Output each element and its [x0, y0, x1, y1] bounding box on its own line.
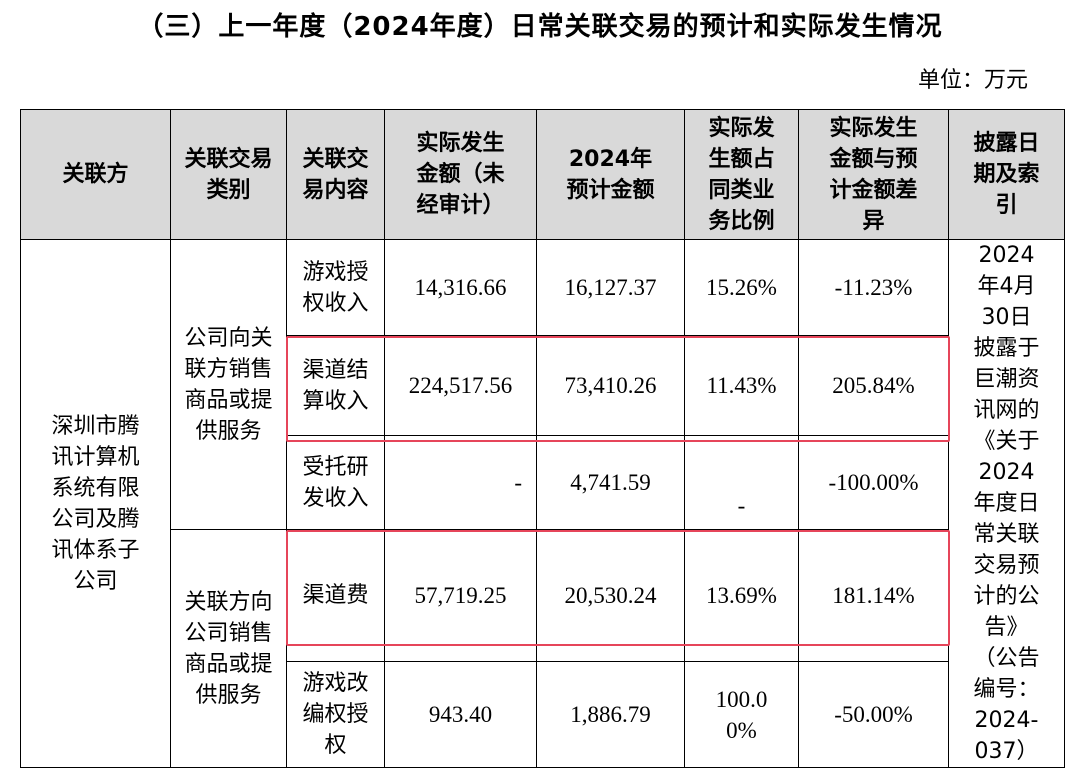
- header-content: 关联交易内容: [286, 109, 385, 240]
- type-cell: 关联方向公司销售商品或提供服务: [170, 529, 287, 768]
- header-party: 关联方: [20, 109, 171, 240]
- disclosure-cell: 2024年4月30日披露于巨潮资讯网的《关于2024年度日常关联交易预计的公告》…: [948, 239, 1065, 768]
- estimate-cell: 4,741.59: [536, 435, 685, 530]
- table-row: 游戏改编权授权 943.40 1,886.79 100.00% -50.00%: [21, 661, 1065, 768]
- actual-cell: 57,719.25: [384, 529, 537, 662]
- ratio-cell: 13.69%: [684, 529, 799, 662]
- header-estimate: 2024年预计金额: [536, 109, 685, 240]
- page-title: （三）上一年度（2024年度）日常关联交易的预计和实际发生情况: [137, 12, 943, 42]
- table-row: 深圳市腾讯计算机系统有限公司及腾讯体系子公司 公司向关联方销售商品或提供服务 游…: [20, 239, 1065, 768]
- ratio-cell: 11.43%: [684, 335, 799, 436]
- estimate-cell: 73,410.26: [536, 335, 685, 436]
- actual-cell: -: [384, 435, 537, 530]
- related-transactions-table: 关联方 关联交易类别 关联交易内容 实际发生金额（未经审计） 2024年预计金额…: [20, 109, 1065, 768]
- header-ratio: 实际发生额占同类业务比例: [684, 109, 799, 240]
- header-diff: 实际发生金额与预计金额差异: [798, 109, 949, 240]
- diff-cell: -50.00%: [798, 661, 949, 768]
- content-cell: 渠道结算收入: [286, 335, 385, 436]
- content-cell: 受托研发收入: [286, 435, 385, 530]
- header-disclosure: 披露日期及索引: [948, 109, 1065, 240]
- actual-cell: 943.40: [384, 661, 537, 768]
- header-actual: 实际发生金额（未经审计）: [384, 109, 537, 240]
- diff-cell: 181.14%: [798, 529, 949, 662]
- actual-cell: 14,316.66: [384, 239, 537, 336]
- table-row: 受托研发收入 - 4,741.59 - -100.00%: [21, 435, 1065, 530]
- type-cell: 公司向关联方销售商品或提供服务: [170, 239, 287, 530]
- content-cell: 游戏改编权授权: [286, 661, 385, 768]
- table-row: 关联方向公司销售商品或提供服务 渠道费 57,719.25 20,530.24 …: [21, 529, 1065, 768]
- diff-cell: -100.00%: [798, 435, 949, 530]
- content-cell: 游戏授权收入: [286, 239, 385, 336]
- ratio-cell: 15.26%: [684, 239, 799, 336]
- estimate-cell: 20,530.24: [536, 529, 685, 662]
- party-cell: 深圳市腾讯计算机系统有限公司及腾讯体系子公司: [20, 239, 171, 768]
- diff-cell: -11.23%: [798, 239, 949, 336]
- ratio-cell: 100.00%: [684, 661, 799, 768]
- actual-cell: 224,517.56: [384, 335, 537, 436]
- estimate-cell: 1,886.79: [536, 661, 685, 768]
- diff-cell: 205.84%: [798, 335, 949, 436]
- estimate-cell: 16,127.37: [536, 239, 685, 336]
- ratio-cell: -: [684, 435, 799, 530]
- unit-label: 单位：万元: [917, 68, 1028, 93]
- header-row: 关联方 关联交易类别 关联交易内容 实际发生金额（未经审计） 2024年预计金额…: [20, 109, 1065, 240]
- content-cell: 渠道费: [286, 529, 385, 662]
- header-type: 关联交易类别: [170, 109, 287, 240]
- table-row: 渠道结算收入 224,517.56 73,410.26 11.43% 205.8…: [21, 335, 1065, 436]
